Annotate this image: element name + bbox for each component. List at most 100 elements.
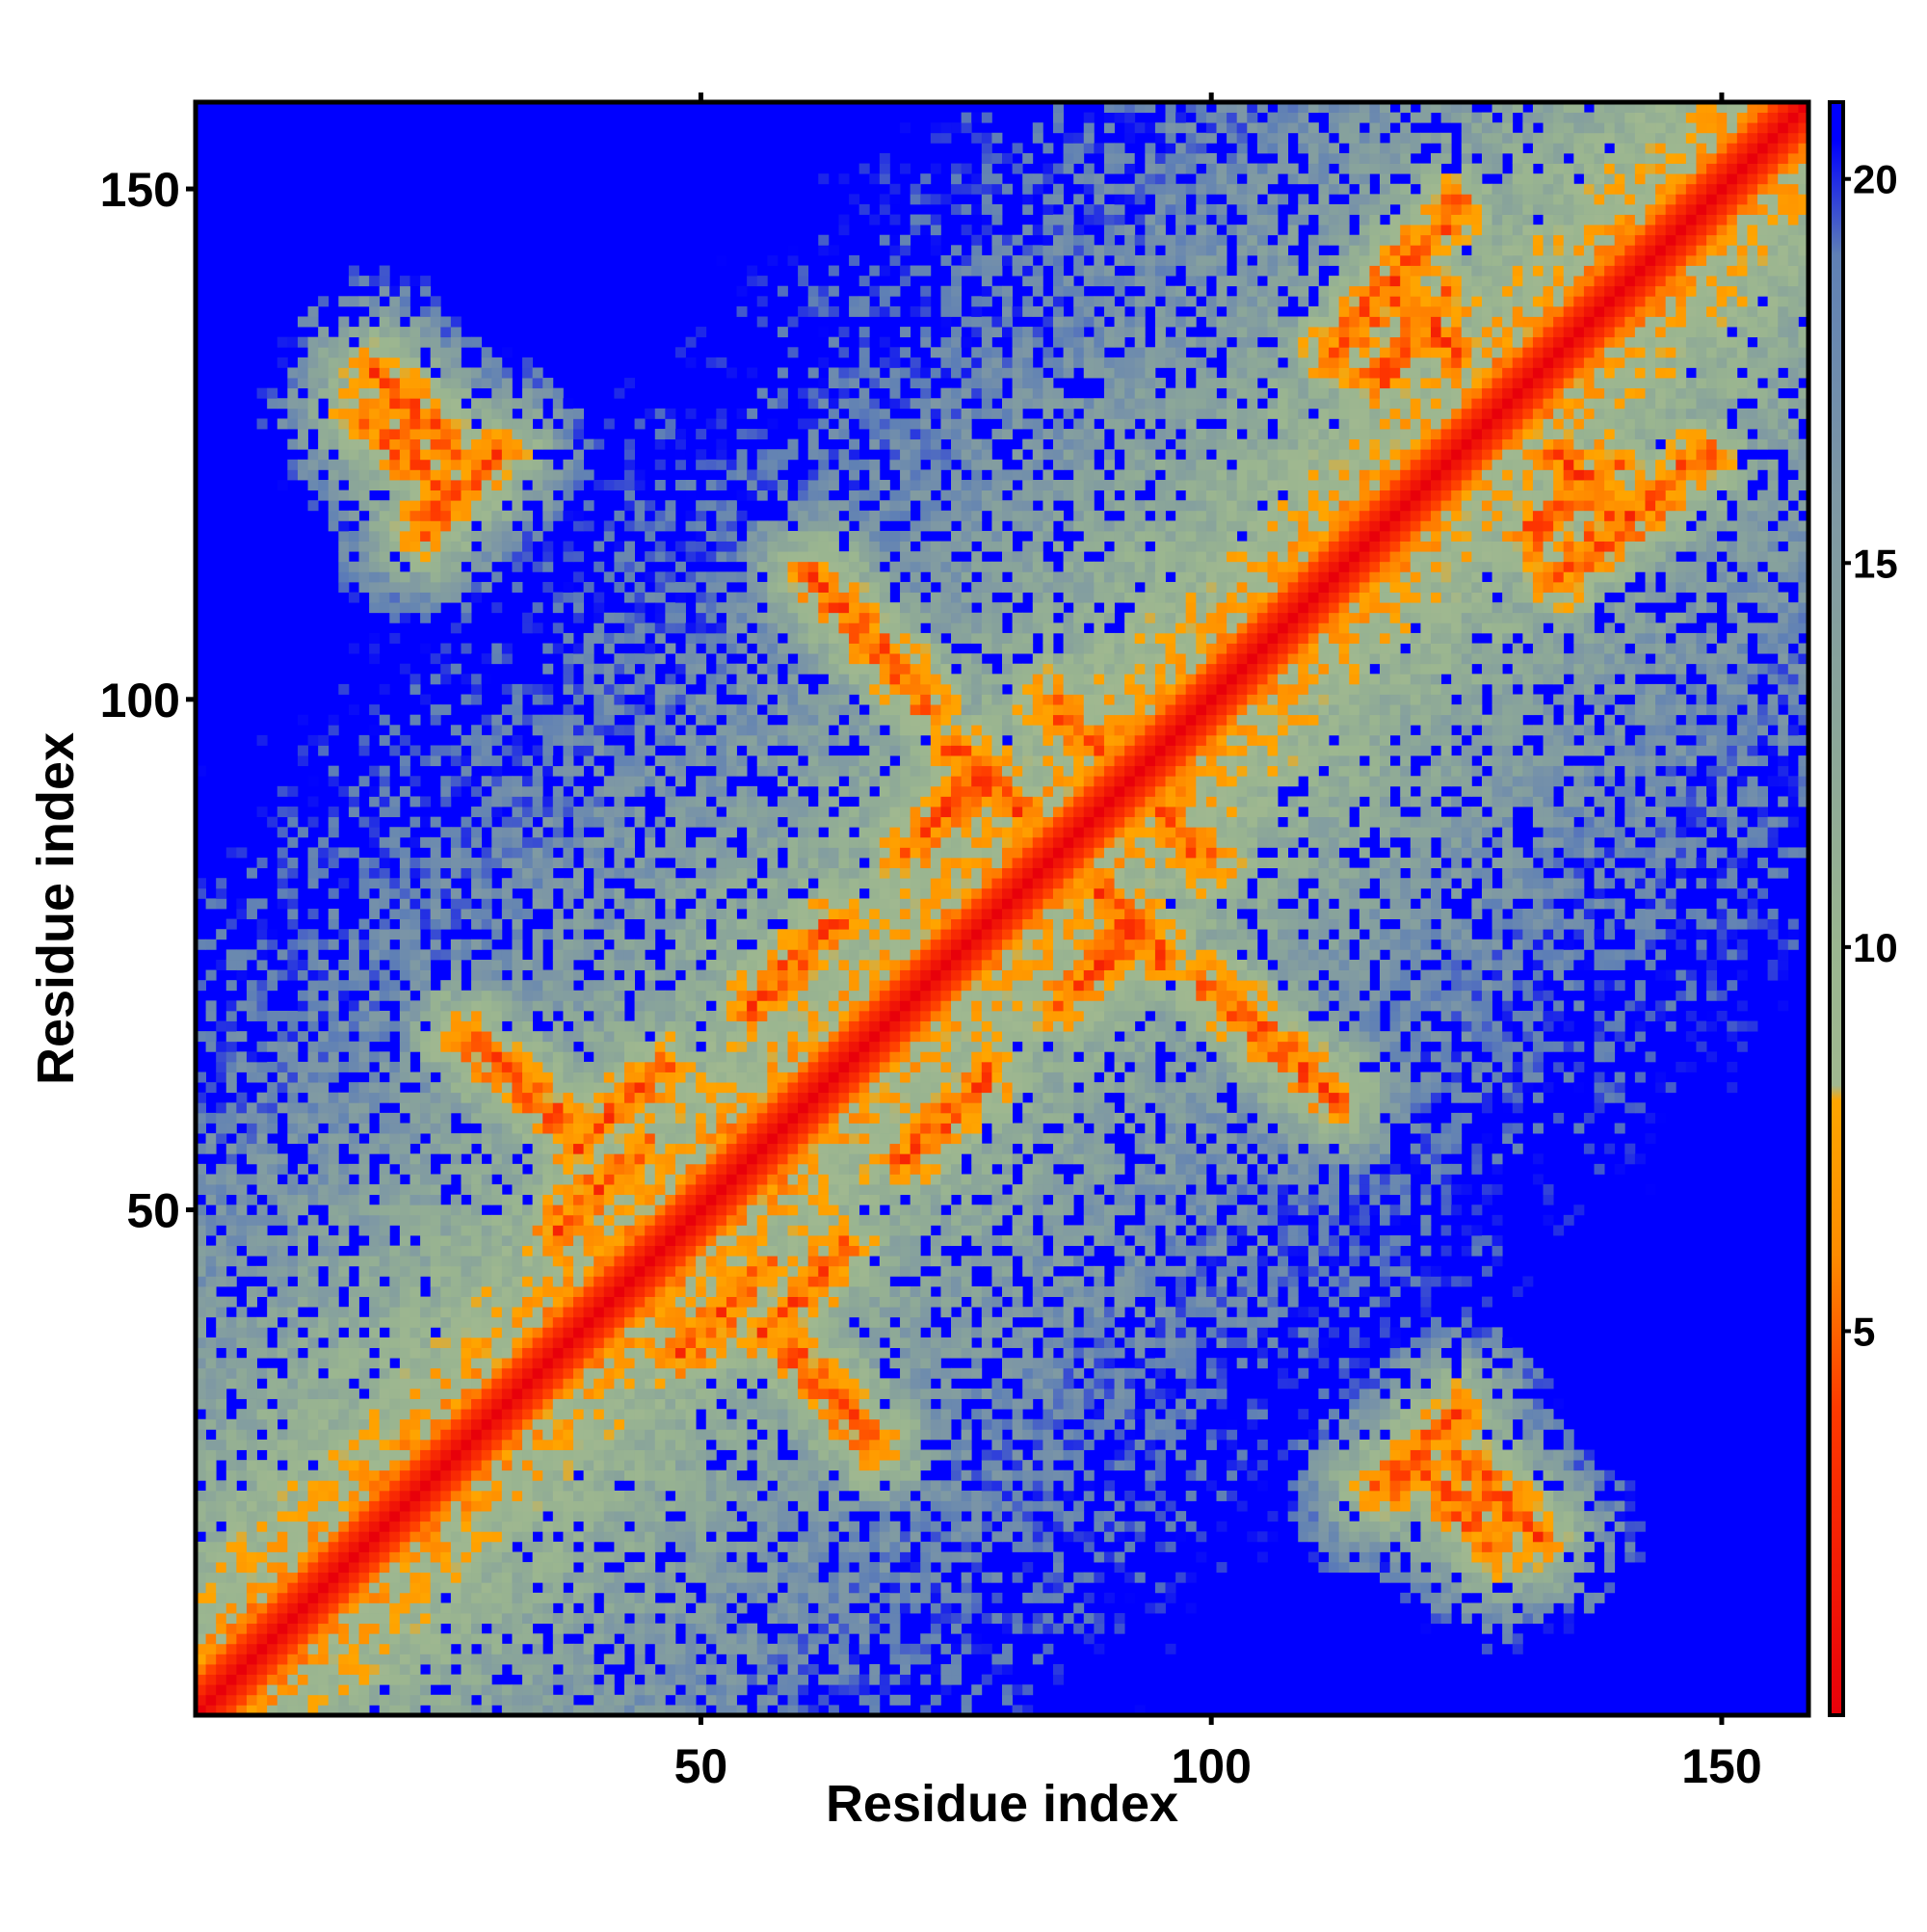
heatmap-cell (552, 1490, 564, 1501)
heatmap-cell (430, 1225, 441, 1236)
heatmap-cell (645, 1511, 656, 1522)
heatmap-cell (501, 1694, 513, 1706)
heatmap-cell (634, 1082, 646, 1094)
heatmap-cell (674, 827, 686, 838)
heatmap-cell (409, 1092, 421, 1103)
heatmap-cell (705, 1214, 717, 1226)
heatmap-cell (409, 674, 421, 685)
heatmap-cell (594, 1194, 605, 1205)
heatmap-cell (256, 1347, 268, 1359)
heatmap-cell (552, 816, 564, 828)
heatmap-cell (358, 1602, 370, 1614)
heatmap-cell (501, 785, 513, 797)
heatmap-cell (246, 1551, 257, 1563)
heatmap-cell (225, 1480, 237, 1492)
heatmap-cell (563, 765, 574, 777)
heatmap-cell (542, 1245, 554, 1257)
heatmap-cell (563, 1674, 574, 1685)
heatmap-cell (552, 1000, 564, 1012)
heatmap-cell (369, 296, 381, 307)
heatmap-cell (481, 1378, 492, 1389)
heatmap-cell (358, 1051, 370, 1063)
heatmap-cell (685, 1531, 697, 1543)
heatmap-cell (481, 887, 492, 899)
heatmap-cell (307, 449, 319, 461)
heatmap-cell (379, 1112, 390, 1124)
heatmap-cell (491, 1133, 503, 1145)
heatmap-cell (654, 694, 666, 705)
heatmap-cell (623, 827, 635, 838)
heatmap-cell (583, 1327, 594, 1338)
heatmap-cell (216, 1020, 227, 1032)
heatmap-cell (583, 1358, 594, 1369)
heatmap-cell (614, 1582, 625, 1594)
heatmap-cell (328, 520, 339, 532)
heatmap-cell (665, 1214, 676, 1226)
heatmap-cell (685, 1307, 697, 1318)
heatmap-cell (614, 1429, 625, 1441)
heatmap-cell (583, 1194, 594, 1205)
heatmap-cell (594, 1490, 605, 1501)
heatmap-cell (348, 1041, 359, 1052)
heatmap-cell (246, 1664, 257, 1676)
heatmap-cell (512, 1000, 523, 1012)
heatmap-cell (307, 1664, 319, 1676)
heatmap-cell (654, 1409, 666, 1420)
heatmap-cell (481, 1316, 492, 1328)
heatmap-cell (256, 1633, 268, 1645)
heatmap-cell (399, 1092, 410, 1103)
heatmap-cell (634, 592, 646, 603)
heatmap-cell (563, 1388, 574, 1399)
heatmap-cell (430, 1092, 441, 1103)
heatmap-cell (369, 469, 381, 481)
heatmap-cell (654, 581, 666, 593)
heatmap-cell (196, 1163, 206, 1175)
heatmap-cell (225, 1531, 237, 1543)
heatmap-cell (440, 1664, 452, 1676)
heatmap-cell (603, 1092, 615, 1103)
heatmap-cell (594, 1041, 605, 1052)
heatmap-cell (696, 500, 707, 512)
heatmap-cell (216, 1133, 227, 1145)
heatmap-cell (389, 296, 401, 307)
heatmap-cell (716, 1633, 727, 1645)
heatmap-cell (205, 1613, 217, 1625)
heatmap-cell (542, 1123, 554, 1134)
heatmap-cell (338, 1204, 350, 1216)
heatmap-cell (685, 1500, 697, 1512)
heatmap-cell (277, 1633, 288, 1645)
heatmap-cell (287, 387, 299, 399)
heatmap-cell (481, 1010, 492, 1021)
heatmap-cell (216, 1602, 227, 1614)
heatmap-cell (450, 347, 462, 358)
heatmap-cell (594, 847, 605, 859)
heatmap-cell (379, 1623, 390, 1634)
heatmap-cell (338, 449, 350, 461)
heatmap-cell (277, 1562, 288, 1574)
heatmap-cell (399, 1398, 410, 1410)
heatmap-cell (461, 1490, 472, 1501)
heatmap-cell (542, 1092, 554, 1103)
heatmap-cell (307, 1041, 319, 1052)
heatmap-cell (614, 653, 625, 665)
heatmap-cell (665, 1256, 676, 1267)
heatmap-cell (471, 827, 483, 838)
heatmap-cell (491, 520, 503, 532)
heatmap-cell (450, 520, 462, 532)
heatmap-cell (440, 490, 452, 501)
heatmap-cell (399, 1694, 410, 1706)
heatmap-cell (532, 1000, 543, 1012)
heatmap-cell (665, 1194, 676, 1205)
heatmap-cell (532, 1398, 543, 1410)
heatmap-cell (196, 1296, 206, 1308)
heatmap-cell (665, 622, 676, 634)
heatmap-cell (461, 551, 472, 563)
heatmap-cell (634, 990, 646, 1001)
heatmap-cell (256, 1214, 268, 1226)
heatmap-cell (594, 796, 605, 807)
heatmap-cell (297, 1225, 308, 1236)
heatmap-cell (338, 1367, 350, 1379)
heatmap-cell (594, 836, 605, 848)
heatmap-cell (256, 387, 268, 399)
heatmap-cell (461, 336, 472, 348)
